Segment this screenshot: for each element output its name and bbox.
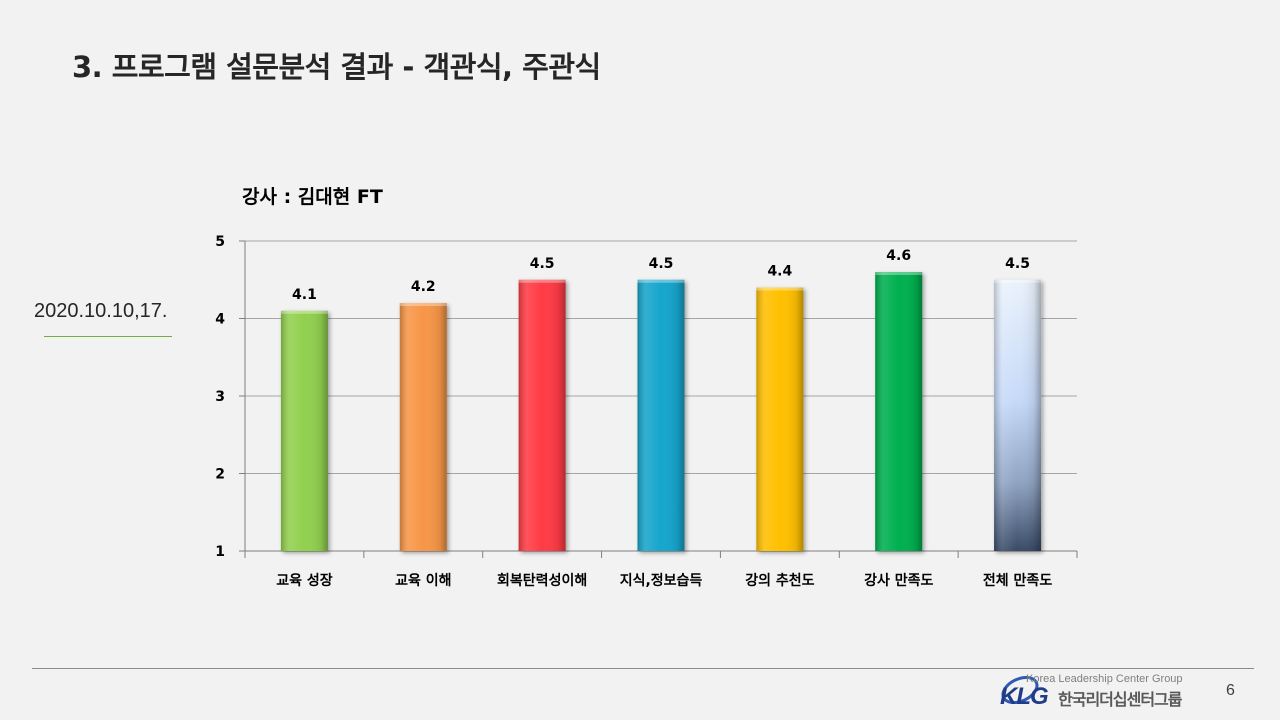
category-label: 강사 만족도 (864, 572, 933, 589)
bar-shading (994, 279, 1042, 551)
session-date: 2020.10.10,17. (34, 300, 168, 322)
data-label: 4.5 (530, 256, 555, 272)
data-label: 4.1 (292, 287, 317, 303)
y-tick-label: 4 (215, 312, 225, 328)
date-underline (44, 336, 172, 337)
category-label: 회복탄력성이해 (497, 572, 587, 589)
bar-shading (875, 272, 923, 551)
chart-title: 강사 : 김대현 FT (242, 186, 383, 208)
klg-logo-swoosh (1001, 675, 1039, 705)
data-label: 4.6 (886, 248, 911, 264)
y-tick-label: 2 (215, 467, 225, 483)
y-tick-label: 1 (215, 544, 225, 560)
category-label: 교육 성장 (276, 572, 333, 589)
y-tick-label: 3 (215, 389, 225, 405)
logo-mark: KLG (1000, 683, 1049, 710)
logo-tagline: Korea Leadership Center Group (1026, 673, 1183, 685)
axes: 1 2 3 4 5 (215, 234, 1078, 560)
category-label: 강의 추천도 (745, 572, 814, 589)
bar-shading (518, 279, 566, 551)
bar-top-bevel (994, 279, 1042, 283)
category-label: 전체 만족도 (983, 572, 1052, 589)
bar-top-bevel (399, 303, 447, 306)
data-labels: 4.1 4.2 4.5 4.5 4.4 4.6 4.5 (292, 248, 1030, 303)
bar-shading (280, 310, 328, 551)
category-labels: 교육 성장 교육 이해 회복탄력성이해 지식,정보습득 강의 추천도 강사 만족도 전체 만… (276, 572, 1052, 589)
data-label: 4.5 (649, 256, 674, 272)
bars (280, 272, 1042, 551)
bar-top-bevel (637, 279, 685, 283)
bar-shading (399, 303, 447, 551)
bar-top-bevel (280, 310, 328, 314)
footer-divider (32, 668, 1254, 669)
data-label: 4.5 (1005, 256, 1030, 272)
bar-shading (756, 287, 804, 551)
bar-shading (637, 279, 685, 551)
logo-company-name: 한국리더십센터그룹 (1058, 690, 1182, 709)
bar-top-bevel (875, 272, 923, 275)
y-tick-label: 5 (215, 234, 225, 250)
bar-top-bevel (756, 287, 804, 291)
category-label: 지식,정보습득 (620, 572, 703, 589)
category-label: 교육 이해 (395, 572, 451, 589)
data-label: 4.2 (411, 279, 436, 295)
data-label: 4.4 (767, 264, 792, 280)
page-number: 6 (1226, 682, 1235, 699)
slide-title: 3. 프로그램 설문분석 결과 - 객관식, 주관식 (72, 50, 601, 84)
bar-top-bevel (518, 279, 566, 283)
